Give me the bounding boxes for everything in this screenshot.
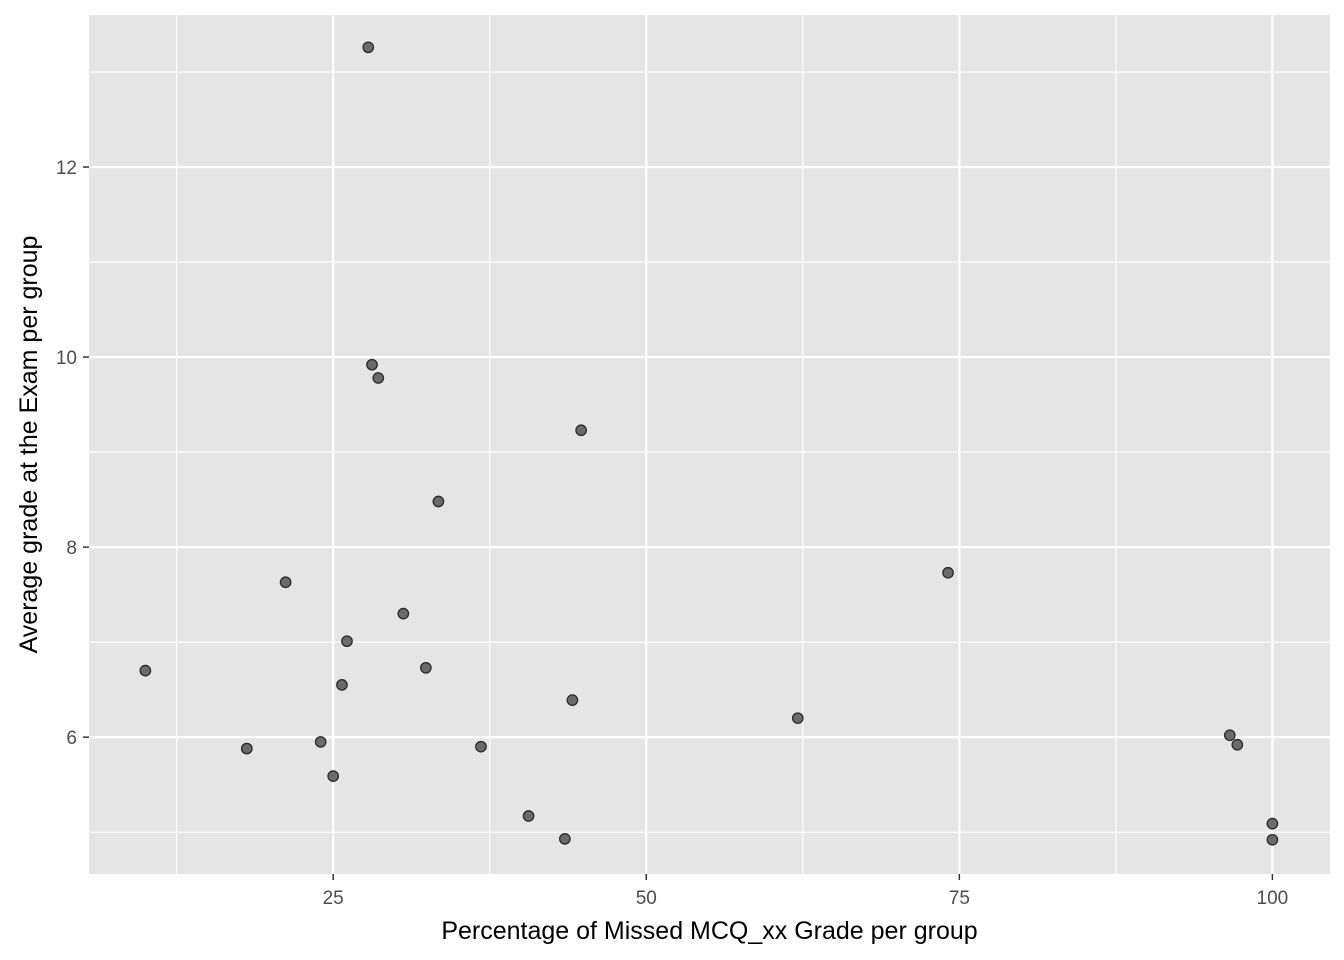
data-point — [559, 832, 571, 845]
x-axis-title: Percentage of Missed MCQ_xx Grade per gr… — [441, 917, 977, 945]
y-tick-label: 10 — [56, 348, 77, 369]
data-point — [475, 740, 487, 753]
data-point — [279, 576, 292, 589]
x-tick-label: 50 — [636, 888, 657, 909]
y-tick-label: 8 — [66, 538, 77, 559]
data-point — [139, 664, 152, 677]
x-axis: 25 50 75 100 — [323, 874, 1289, 909]
data-point — [336, 679, 348, 691]
data-point — [522, 810, 535, 822]
y-tick-label: 6 — [66, 728, 77, 749]
data-point — [314, 736, 327, 748]
y-tick-label: 12 — [56, 158, 77, 179]
y-axis: 6 8 10 12 — [56, 158, 89, 749]
data-point — [372, 372, 385, 384]
data-point — [791, 712, 804, 725]
y-axis-title: Average grade at the Exam per group — [15, 236, 43, 654]
data-point — [1223, 729, 1236, 742]
data-point — [1266, 833, 1279, 846]
data-point — [366, 358, 378, 371]
x-tick-label: 25 — [323, 888, 344, 909]
data-point — [397, 607, 410, 620]
data-point — [362, 41, 375, 54]
data-point — [327, 770, 340, 782]
x-tick-label: 100 — [1257, 888, 1289, 909]
data-point — [432, 495, 445, 508]
data-point — [240, 742, 253, 755]
data-points — [139, 41, 1279, 846]
plot-panel — [89, 15, 1330, 874]
minor-gridlines — [89, 15, 1330, 874]
x-tick-label: 75 — [949, 888, 970, 909]
data-point — [566, 694, 579, 706]
major-gridlines — [89, 15, 1330, 874]
data-point — [1266, 817, 1279, 830]
data-point — [942, 566, 954, 579]
data-point — [1231, 738, 1244, 751]
data-point — [420, 661, 432, 674]
data-point — [575, 424, 587, 437]
data-point — [341, 635, 353, 648]
